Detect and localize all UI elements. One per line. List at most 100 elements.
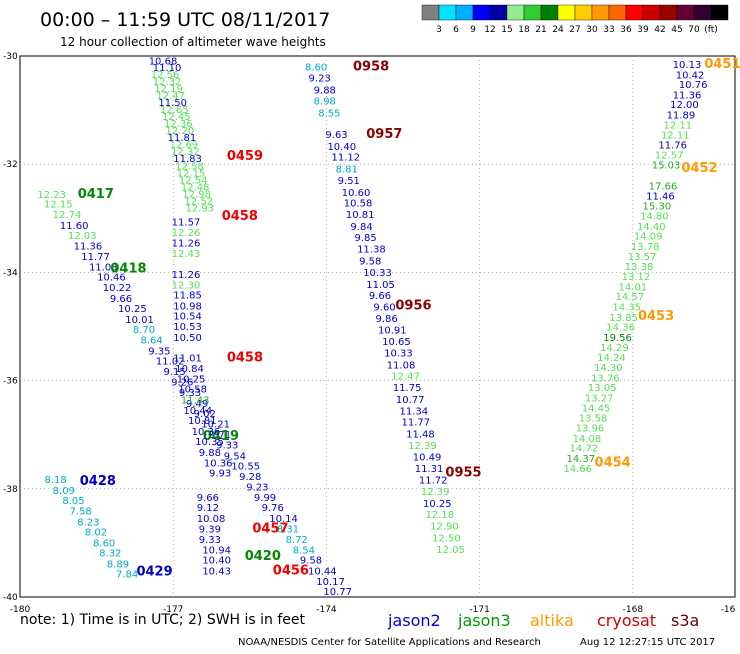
plot-frame: [19, 55, 736, 598]
swh-value-label: 9.12: [197, 503, 219, 514]
swh-value-label: 11.26: [172, 239, 201, 250]
swh-value-label: 13.58: [579, 413, 608, 424]
swh-value-label: 11.05: [366, 280, 395, 291]
swh-value-label: 10.44: [308, 566, 337, 577]
swh-value-label: 11.36: [74, 241, 103, 252]
swh-value-label: 9.28: [239, 472, 261, 483]
swh-value-label: 17.66: [649, 181, 678, 192]
swh-value-label: 9.26: [171, 378, 193, 389]
legend-note: note: 1) Time is in UTC; 2) SWH is in fe…: [20, 612, 306, 628]
swh-value-label: 12.20: [166, 126, 195, 137]
swh-value-label: 10.81: [188, 416, 217, 427]
swh-value-label: 13.57: [628, 252, 657, 263]
swh-value-label: 12.00: [670, 100, 699, 111]
swh-value-label: 12.52: [184, 196, 213, 207]
swh-value-label: 11.83: [173, 154, 202, 165]
swh-value-label: 9.49: [186, 399, 208, 410]
swh-value-label: 12.74: [53, 210, 82, 221]
swh-value-label: 11.10: [153, 63, 182, 74]
footer-credit: NOAA/NESDIS Center for Satellite Applica…: [238, 637, 541, 648]
swh-value-label: 8.18: [45, 475, 67, 486]
pass-time-label: 0420: [245, 549, 281, 564]
swh-value-label: 8.02: [85, 528, 107, 539]
swh-value-label: 14.24: [597, 353, 626, 364]
colorbar-label: 30: [586, 25, 598, 35]
swh-value-label: 10.43: [202, 566, 231, 577]
y-tick-label: -30: [3, 52, 18, 62]
colorbar-swatch: [489, 4, 508, 21]
swh-value-label: 14.09: [634, 232, 663, 243]
swh-value-label: 10.60: [342, 188, 371, 199]
swh-value-label: 12.15: [177, 168, 206, 179]
swh-value-label: 12.45: [162, 112, 191, 123]
swh-value-label: 12.18: [426, 510, 455, 521]
swh-value-label: 10.25: [177, 374, 206, 385]
color-scale-bar: 3 6 9 12 15 18 21 24 27 30 33 36 39 42 45 70 (ft): [421, 4, 729, 35]
swh-value-label: 9.66: [369, 291, 391, 302]
swh-value-label: 10.14: [269, 514, 298, 525]
swh-value-label: 8.32: [99, 549, 121, 560]
x-tick-label: -171: [469, 605, 489, 615]
colorbar-swatch: [591, 4, 610, 21]
swh-value-label: 9.33: [199, 535, 221, 546]
swh-value-label: 9.88: [314, 86, 336, 97]
swh-value-label: 9.63: [325, 130, 347, 141]
swh-value-label: 13.96: [576, 424, 605, 435]
swh-value-label: 11.60: [60, 221, 89, 232]
colorbar-swatch: [455, 4, 474, 21]
chart-subtitle: 12 hour collection of altimeter wave hei…: [60, 35, 326, 49]
swh-value-label: 10.33: [384, 348, 413, 359]
swh-value-label: 8.23: [77, 517, 99, 528]
swh-value-label: 12.26: [172, 228, 201, 239]
swh-value-label: 9.33: [216, 440, 238, 451]
colorbar-label: 33: [603, 25, 614, 35]
pass-time-label: 0429: [136, 565, 172, 580]
swh-value-label: 12.32: [153, 77, 182, 88]
swh-value-label: 12.43: [172, 249, 201, 260]
pass-time-label: 0453: [638, 309, 674, 324]
swh-value-label: 12.69: [170, 140, 199, 151]
swh-value-label: 9.23: [309, 74, 331, 85]
swh-value-label: 10.44: [183, 406, 212, 417]
swh-value-label: 14.36: [606, 323, 635, 334]
swh-value-label: 10.94: [202, 545, 231, 556]
swh-value-label: 12.54: [179, 175, 208, 186]
swh-value-label: 13.85: [609, 313, 638, 324]
swh-value-label: 11.12: [332, 153, 361, 164]
legend-item-cryosat: cryosat: [597, 611, 656, 630]
pass-time-label: 0458: [222, 209, 258, 224]
swh-value-label: 11.31: [415, 464, 444, 475]
swh-value-label: 9.51: [338, 176, 360, 187]
colorbar-label: 9: [470, 25, 476, 35]
colorbar-label: 21: [535, 25, 546, 35]
swh-value-label: 10.01: [125, 315, 154, 326]
swh-value-label: 10.54: [173, 312, 202, 323]
swh-value-label: 8.70: [133, 325, 155, 336]
swh-value-label: 10.53: [173, 322, 202, 333]
swh-value-label: 10.17: [316, 577, 345, 588]
swh-value-label: 7.84: [116, 570, 138, 581]
colorbar-label: 24: [552, 25, 564, 35]
swh-value-label: 10.22: [103, 283, 132, 294]
swh-value-label: 12.50: [432, 533, 461, 544]
swh-value-label: 9.02: [194, 409, 216, 420]
swh-value-label: 14.30: [594, 363, 623, 374]
swh-value-label: 10.13: [673, 60, 702, 71]
swh-value-label: 11.75: [393, 383, 422, 394]
y-tick-label: -40: [3, 593, 18, 603]
swh-value-label: 12.23: [37, 190, 66, 201]
swh-value-label: 11.26: [172, 270, 201, 281]
swh-value-label: 10.36: [204, 458, 233, 469]
swh-value-label: 9.66: [197, 493, 219, 504]
swh-value-label: 12.48: [181, 182, 210, 193]
colorbar-label: 36: [620, 25, 632, 35]
colorbar-swatch: [642, 4, 661, 21]
swh-value-label: 9.15: [164, 367, 186, 378]
colorbar-swatch: [557, 4, 576, 21]
swh-value-label: 10.50: [173, 333, 202, 344]
colorbar-label: 27: [569, 25, 580, 35]
swh-value-label: 11.03: [89, 262, 118, 273]
swh-value-label: 9.71: [209, 430, 231, 441]
swh-value-label: 12.19: [154, 84, 183, 95]
swh-value-label: 9.86: [375, 314, 397, 325]
